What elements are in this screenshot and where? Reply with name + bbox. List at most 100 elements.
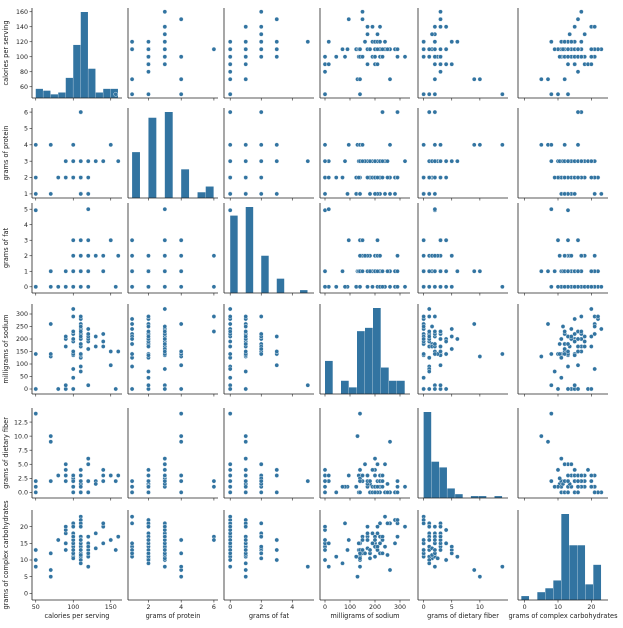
point-fiber-vs-calories-52 xyxy=(455,39,460,45)
point-carbo-vs-sodium-61 xyxy=(599,326,604,332)
point-sodium-vs-fat-67 xyxy=(380,284,385,290)
point-calories-vs-fat-56 xyxy=(70,237,76,243)
point-calories-vs-carbo-78 xyxy=(85,534,91,539)
y-axis-label: grams of fat xyxy=(2,227,10,268)
point-carbo-vs-sodium-20 xyxy=(592,366,597,372)
point-fat-vs-calories-28 xyxy=(227,39,233,45)
point-carbo-vs-calories-78 xyxy=(579,39,584,45)
point-carbo-vs-sodium-53 xyxy=(589,306,594,312)
hist-bar-sodium-5 xyxy=(365,327,373,394)
point-protein-vs-sodium-77 xyxy=(113,386,119,392)
point-fiber-vs-sodium-24 xyxy=(426,355,432,361)
point-fat-vs-fiber-83 xyxy=(243,484,249,490)
x-tick-label: 100 xyxy=(344,604,356,611)
point-fat-vs-protein-85 xyxy=(227,191,233,197)
point-sodium-vs-fat-53 xyxy=(402,284,408,290)
point-protein-vs-carbo-80 xyxy=(162,534,168,539)
point-carbo-vs-calories-58 xyxy=(569,39,574,45)
point-sodium-vs-carbo-17 xyxy=(345,547,350,553)
point-fiber-vs-protein-73 xyxy=(421,191,426,197)
point-calories-vs-sodium-46 xyxy=(115,349,121,354)
point-fat-vs-carbo-3 xyxy=(227,564,233,569)
point-carbo-vs-sodium-39 xyxy=(589,344,594,349)
y-tick-label: 3 xyxy=(24,158,28,165)
point-fat-vs-calories-12 xyxy=(274,39,280,45)
point-fiber-vs-protein-0 xyxy=(477,142,483,148)
point-calories-vs-carbo-9 xyxy=(63,547,69,553)
point-sodium-vs-fat-87 xyxy=(367,268,373,274)
point-sodium-vs-carbo-83 xyxy=(375,524,380,529)
point-fat-vs-fiber-68 xyxy=(227,473,233,478)
point-fiber-vs-protein-25 xyxy=(426,191,432,197)
point-carbo-vs-fiber-69 xyxy=(575,490,581,495)
point-sodium-vs-carbo-76 xyxy=(372,537,378,543)
point-carbo-vs-sodium-7 xyxy=(582,334,587,339)
hist-bar-fiber-0 xyxy=(423,412,432,498)
point-calories-vs-fiber-51 xyxy=(93,481,99,487)
point-sodium-vs-carbo-79 xyxy=(385,552,390,558)
point-fiber-vs-carbo-58 xyxy=(449,544,455,549)
point-sodium-vs-carbo-85 xyxy=(357,551,363,556)
point-protein-vs-sodium-35 xyxy=(129,321,135,327)
point-carbo-vs-fat-66 xyxy=(552,268,557,274)
point-carbo-vs-fiber-1 xyxy=(549,478,554,484)
hist-bar-carbo-6 xyxy=(569,545,578,600)
point-fiber-vs-protein-41 xyxy=(432,142,438,148)
point-calories-vs-fat-82 xyxy=(85,253,91,259)
y-tick-label: 1 xyxy=(24,191,28,198)
point-sodium-vs-calories-79 xyxy=(385,46,390,52)
point-fat-vs-sodium-82 xyxy=(258,346,264,352)
hist-bar-fiber-6 xyxy=(470,496,479,498)
point-calories-vs-sodium-78 xyxy=(85,331,91,337)
point-calories-vs-fat-45 xyxy=(108,237,114,243)
point-fiber-vs-calories-60 xyxy=(432,61,438,67)
point-fiber-vs-calories-33 xyxy=(438,46,443,52)
point-fat-vs-calories-51 xyxy=(258,31,264,37)
point-protein-vs-sodium-87 xyxy=(162,341,168,347)
point-sodium-vs-fat-16 xyxy=(395,284,400,290)
point-calories-vs-fat-13 xyxy=(78,253,84,259)
point-sodium-vs-fiber-85 xyxy=(357,478,363,484)
hist-bar-carbo-0 xyxy=(521,596,530,600)
point-protein-vs-fat-41 xyxy=(178,253,184,259)
point-calories-vs-fiber-60 xyxy=(63,478,69,484)
point-sodium-vs-fat-11 xyxy=(395,253,400,259)
point-fiber-vs-calories-54 xyxy=(421,91,426,97)
y-axis-label: grams of protein xyxy=(2,126,10,181)
point-sodium-vs-fiber-50 xyxy=(365,473,370,478)
point-carbo-vs-fat-81 xyxy=(575,268,581,274)
point-fiber-vs-protein-82 xyxy=(449,158,455,164)
point-sodium-vs-carbo-62 xyxy=(395,517,400,523)
point-carbo-vs-calories-7 xyxy=(582,31,587,37)
point-fiber-vs-sodium-67 xyxy=(426,329,432,334)
point-sodium-vs-carbo-11 xyxy=(395,534,400,539)
point-sodium-vs-carbo-28 xyxy=(382,544,388,549)
point-fat-vs-protein-68 xyxy=(227,175,233,180)
point-protein-vs-sodium-43 xyxy=(178,386,184,392)
point-carbo-vs-fiber-73 xyxy=(565,490,571,495)
point-fat-vs-carbo-0 xyxy=(243,574,249,579)
y-tick-label: 150 xyxy=(16,349,28,356)
hist-bar-calories-7 xyxy=(88,68,96,98)
x-tick-label: 10 xyxy=(554,604,562,611)
point-calories-vs-carbo-80 xyxy=(70,534,76,539)
point-fiber-vs-sodium-77 xyxy=(432,386,438,392)
point-fiber-vs-carbo-70 xyxy=(443,541,449,546)
point-calories-vs-sodium-16 xyxy=(70,314,76,319)
point-carbo-vs-protein-67 xyxy=(575,109,581,115)
point-protein-vs-carbo-85 xyxy=(129,551,135,556)
y-tick-label: 250 xyxy=(16,324,28,331)
point-protein-vs-sodium-67 xyxy=(211,329,217,334)
point-fiber-vs-calories-2 xyxy=(471,76,477,82)
point-sodium-vs-fat-82 xyxy=(362,253,368,259)
point-fat-vs-protein-73 xyxy=(243,191,249,197)
point-sodium-vs-carbo-81 xyxy=(365,537,370,543)
point-carbo-vs-protein-35 xyxy=(592,191,597,197)
point-carbo-vs-calories-59 xyxy=(557,54,562,60)
point-fat-vs-carbo-2 xyxy=(243,567,249,573)
point-fiber-vs-sodium-80 xyxy=(438,329,443,334)
point-fiber-vs-carbo-1 xyxy=(432,564,438,569)
point-protein-vs-sodium-53 xyxy=(162,306,168,312)
hist-bar-protein-6 xyxy=(181,169,190,198)
point-fat-vs-fiber-28 xyxy=(227,461,233,467)
